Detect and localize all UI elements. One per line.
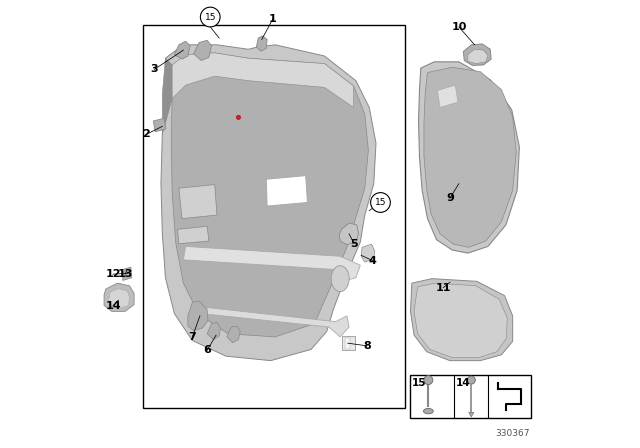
Polygon shape xyxy=(154,118,166,132)
Polygon shape xyxy=(172,53,369,337)
Polygon shape xyxy=(468,413,474,417)
Text: 15: 15 xyxy=(205,13,216,22)
Bar xyxy=(410,375,531,418)
Polygon shape xyxy=(184,246,360,281)
Polygon shape xyxy=(207,323,221,340)
Polygon shape xyxy=(179,185,217,219)
Bar xyxy=(342,336,355,350)
Text: 10: 10 xyxy=(451,22,467,32)
Text: 13: 13 xyxy=(117,269,133,279)
Polygon shape xyxy=(188,301,208,331)
Text: 5: 5 xyxy=(350,239,358,249)
Polygon shape xyxy=(257,36,267,51)
Polygon shape xyxy=(161,45,376,361)
Polygon shape xyxy=(202,307,349,337)
Text: 14: 14 xyxy=(456,378,471,388)
Circle shape xyxy=(236,115,241,120)
Polygon shape xyxy=(172,53,353,108)
Circle shape xyxy=(467,376,476,384)
Ellipse shape xyxy=(332,266,349,292)
Text: 1: 1 xyxy=(269,14,277,24)
Polygon shape xyxy=(361,244,374,262)
Polygon shape xyxy=(194,40,212,60)
Text: 330367: 330367 xyxy=(495,429,530,438)
Bar xyxy=(345,338,350,349)
Polygon shape xyxy=(104,283,134,311)
Polygon shape xyxy=(227,326,240,343)
Polygon shape xyxy=(419,62,520,253)
Polygon shape xyxy=(414,283,508,358)
Polygon shape xyxy=(437,85,458,108)
Polygon shape xyxy=(339,223,358,245)
Text: 2: 2 xyxy=(142,129,150,139)
Circle shape xyxy=(424,375,433,384)
Text: 3: 3 xyxy=(150,65,158,74)
Polygon shape xyxy=(174,41,190,59)
Text: 4: 4 xyxy=(369,256,377,266)
Text: 8: 8 xyxy=(363,341,371,351)
Circle shape xyxy=(371,193,390,212)
Polygon shape xyxy=(109,289,130,308)
Polygon shape xyxy=(468,49,488,64)
Text: 14: 14 xyxy=(105,301,121,310)
Polygon shape xyxy=(177,226,209,244)
Polygon shape xyxy=(163,58,172,134)
Polygon shape xyxy=(122,267,132,280)
Text: 15: 15 xyxy=(412,378,426,388)
Polygon shape xyxy=(463,44,491,65)
Text: 15: 15 xyxy=(375,198,386,207)
Text: 12: 12 xyxy=(105,269,121,279)
Text: 6: 6 xyxy=(203,345,211,355)
Polygon shape xyxy=(424,67,516,247)
Text: 9: 9 xyxy=(446,193,454,203)
Text: 11: 11 xyxy=(435,283,451,293)
Polygon shape xyxy=(266,176,307,206)
Text: 7: 7 xyxy=(188,332,196,342)
Polygon shape xyxy=(410,279,513,361)
Circle shape xyxy=(200,7,220,27)
Bar xyxy=(143,25,405,408)
Ellipse shape xyxy=(424,409,433,414)
